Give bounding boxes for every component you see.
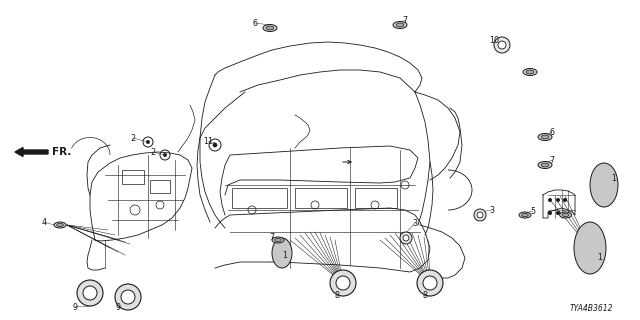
Ellipse shape bbox=[563, 213, 569, 217]
Ellipse shape bbox=[266, 26, 274, 30]
Ellipse shape bbox=[574, 222, 606, 274]
Circle shape bbox=[494, 37, 510, 53]
Circle shape bbox=[556, 198, 560, 202]
Text: FR.: FR. bbox=[52, 147, 72, 157]
Bar bbox=[355, 188, 397, 208]
Text: 1: 1 bbox=[598, 253, 602, 262]
Ellipse shape bbox=[526, 70, 534, 74]
Bar bbox=[122, 170, 144, 184]
Circle shape bbox=[423, 276, 437, 290]
Text: 7: 7 bbox=[403, 15, 408, 25]
Text: 2: 2 bbox=[150, 148, 156, 156]
Bar bbox=[150, 180, 170, 193]
Ellipse shape bbox=[272, 237, 284, 243]
Ellipse shape bbox=[541, 163, 549, 167]
Ellipse shape bbox=[57, 223, 63, 227]
Ellipse shape bbox=[538, 133, 552, 140]
Bar bbox=[295, 188, 347, 208]
Ellipse shape bbox=[538, 162, 552, 169]
Circle shape bbox=[548, 198, 552, 202]
Text: 5: 5 bbox=[531, 206, 536, 215]
Circle shape bbox=[474, 209, 486, 221]
Text: 6: 6 bbox=[253, 19, 257, 28]
Circle shape bbox=[83, 286, 97, 300]
Ellipse shape bbox=[393, 21, 407, 28]
Circle shape bbox=[400, 232, 412, 244]
Text: 1: 1 bbox=[611, 173, 616, 182]
Text: 10: 10 bbox=[489, 36, 499, 44]
Text: 11: 11 bbox=[203, 137, 213, 146]
Circle shape bbox=[477, 212, 483, 218]
Bar bbox=[232, 188, 287, 208]
Text: 7: 7 bbox=[269, 233, 275, 242]
Circle shape bbox=[213, 143, 217, 147]
Text: 8: 8 bbox=[335, 291, 339, 300]
Ellipse shape bbox=[275, 238, 282, 242]
Text: 3: 3 bbox=[413, 219, 417, 228]
Circle shape bbox=[77, 280, 103, 306]
Text: 9: 9 bbox=[115, 303, 120, 313]
Text: 4: 4 bbox=[42, 218, 47, 227]
Text: 1: 1 bbox=[282, 251, 287, 260]
Circle shape bbox=[548, 211, 552, 215]
Circle shape bbox=[330, 270, 356, 296]
Ellipse shape bbox=[263, 25, 277, 31]
Ellipse shape bbox=[590, 163, 618, 207]
Ellipse shape bbox=[541, 135, 549, 139]
Text: 3: 3 bbox=[490, 205, 495, 214]
FancyArrow shape bbox=[15, 148, 48, 156]
Text: TYA4B3612: TYA4B3612 bbox=[570, 304, 614, 313]
Circle shape bbox=[163, 153, 167, 157]
Ellipse shape bbox=[396, 23, 404, 27]
Text: 2: 2 bbox=[131, 133, 136, 142]
Ellipse shape bbox=[559, 212, 572, 218]
Circle shape bbox=[336, 276, 350, 290]
Text: 7: 7 bbox=[549, 156, 555, 164]
Circle shape bbox=[147, 140, 150, 144]
Ellipse shape bbox=[54, 222, 66, 228]
Circle shape bbox=[556, 211, 560, 215]
Text: 9: 9 bbox=[72, 302, 77, 311]
Circle shape bbox=[121, 290, 135, 304]
Ellipse shape bbox=[519, 212, 531, 218]
Circle shape bbox=[417, 270, 443, 296]
Ellipse shape bbox=[272, 238, 292, 268]
Circle shape bbox=[403, 235, 409, 241]
Ellipse shape bbox=[523, 68, 537, 76]
Circle shape bbox=[115, 284, 141, 310]
Circle shape bbox=[563, 198, 567, 202]
Circle shape bbox=[498, 41, 506, 49]
Text: 8: 8 bbox=[422, 291, 428, 300]
Ellipse shape bbox=[522, 213, 528, 217]
Text: 6: 6 bbox=[550, 127, 554, 137]
